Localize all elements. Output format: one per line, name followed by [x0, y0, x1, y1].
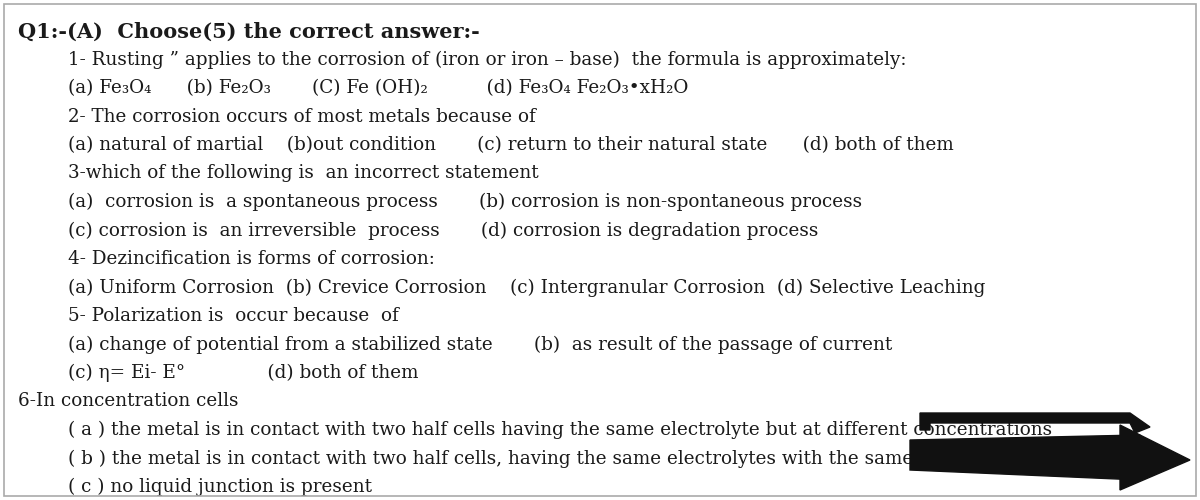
Text: 6-In concentration cells: 6-In concentration cells [18, 392, 239, 410]
Polygon shape [1120, 425, 1190, 490]
Text: 5- Polarization is  occur because  of: 5- Polarization is occur because of [68, 307, 398, 325]
Text: (a) Fe₃O₄      (b) Fe₂O₃       (C) Fe (OH)₂          (d) Fe₃O₄ Fe₂O₃•xH₂O: (a) Fe₃O₄ (b) Fe₂O₃ (C) Fe (OH)₂ (d) Fe₃… [68, 79, 689, 97]
Text: (c) η= Ei- E°              (d) both of them: (c) η= Ei- E° (d) both of them [68, 364, 419, 382]
Text: 1- Rusting ” applies to the corrosion of (iron or iron – base)  the formula is a: 1- Rusting ” applies to the corrosion of… [68, 50, 906, 68]
Text: ( a ) the metal is in contact with two half cells having the same electrolyte bu: ( a ) the metal is in contact with two h… [68, 421, 1052, 440]
Polygon shape [910, 435, 1140, 480]
Text: (c) corrosion is  an irreversible  process       (d) corrosion is degradation pr: (c) corrosion is an irreversible process… [68, 222, 818, 240]
Text: (a) change of potential from a stabilized state       (b)  as result of the pass: (a) change of potential from a stabilize… [68, 336, 893, 354]
Text: 4- Dezincification is forms of corrosion:: 4- Dezincification is forms of corrosion… [68, 250, 434, 268]
Text: ( c ) no liquid junction is present: ( c ) no liquid junction is present [68, 478, 372, 496]
Polygon shape [920, 413, 1150, 433]
Text: ( b ) the metal is in contact with two half cells, having the same electrolytes : ( b ) the metal is in contact with two h… [68, 450, 1049, 468]
Text: (a)  corrosion is  a spontaneous process       (b) corrosion is non-spontaneous : (a) corrosion is a spontaneous process (… [68, 193, 862, 211]
Text: 3-which of the following is  an incorrect statement: 3-which of the following is an incorrect… [68, 164, 539, 182]
Text: Q1:-(A)  Choose(5) the correct answer:-: Q1:-(A) Choose(5) the correct answer:- [18, 22, 480, 42]
Text: (a) Uniform Corrosion  (b) Crevice Corrosion    (c) Intergranular Corrosion  (d): (a) Uniform Corrosion (b) Crevice Corros… [68, 278, 985, 296]
Text: 2- The corrosion occurs of most metals because of: 2- The corrosion occurs of most metals b… [68, 108, 535, 126]
Text: (a) natural of martial    (b)out condition       (c) return to their natural sta: (a) natural of martial (b)out condition … [68, 136, 954, 154]
